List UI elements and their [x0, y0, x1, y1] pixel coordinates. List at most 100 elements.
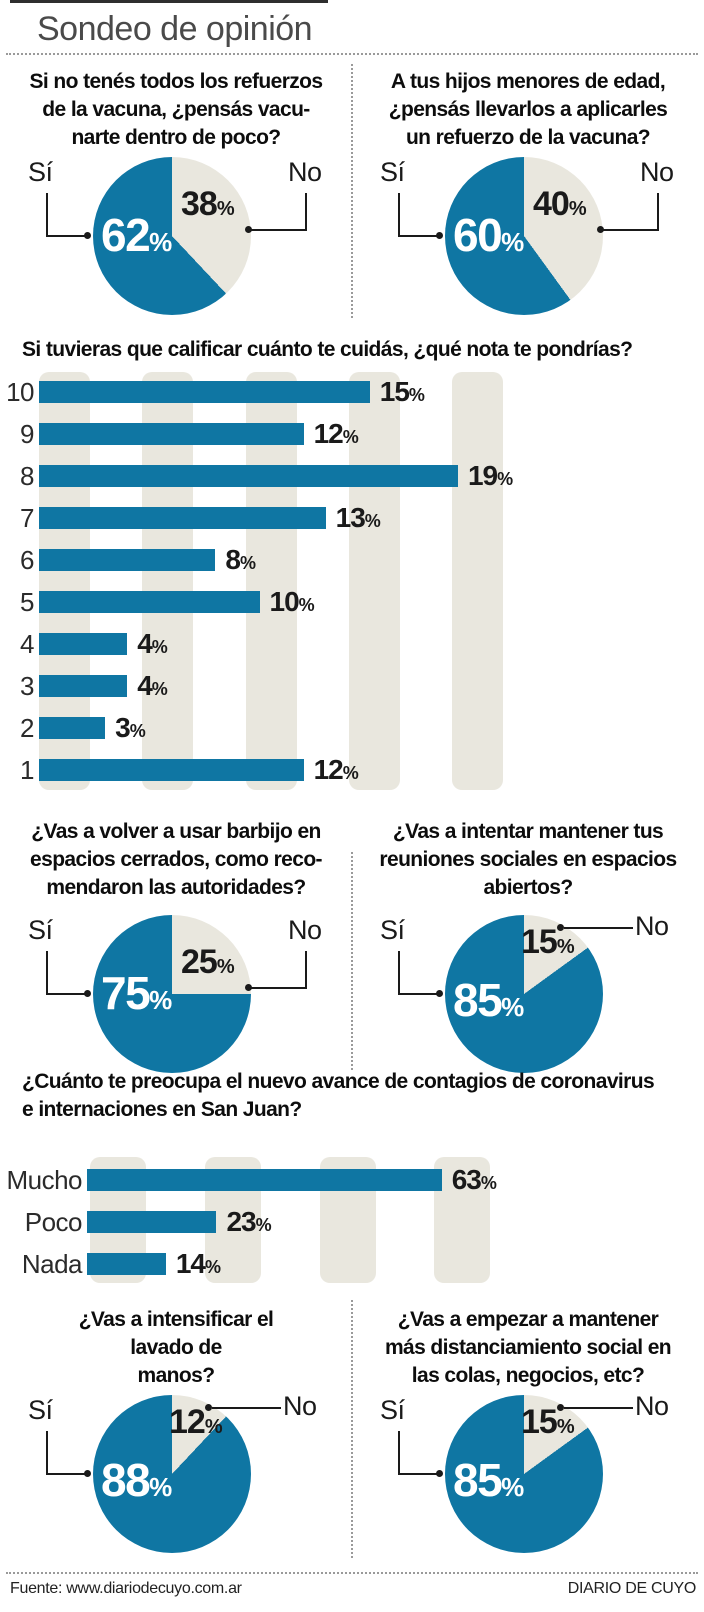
pie-chart: 88% 12% — [93, 1395, 251, 1553]
bar — [87, 1211, 217, 1233]
bar-row: 9 12% — [0, 416, 359, 452]
pie-chart: 85% 15% — [445, 915, 603, 1073]
category-label: 8 — [20, 460, 34, 491]
bar — [39, 759, 304, 781]
yes-leader-line — [46, 235, 86, 237]
bar — [87, 1169, 442, 1191]
category-label: 1 — [20, 754, 34, 785]
pie-row-1: Si no tenés todos los refuerzos de la va… — [0, 64, 704, 330]
bar — [39, 549, 216, 571]
yes-leader-line — [398, 235, 438, 237]
yes-label: Sí — [28, 915, 53, 945]
yes-label: Sí — [380, 1395, 405, 1425]
no-leader-dot — [245, 226, 252, 233]
question: ¿Vas a empezar a mantener más distanciam… — [384, 1308, 672, 1387]
pie-panel-refuerzos-vacuna: Si no tenés todos los refuerzos de la va… — [0, 64, 352, 330]
category-label: Mucho — [6, 1164, 82, 1195]
pie-chart: 60% 40% — [445, 157, 603, 315]
bar-row: 10 15% — [0, 374, 425, 410]
yes-leader-line — [398, 1473, 438, 1475]
yes-value: 75% — [101, 967, 173, 1019]
bar-value: 8% — [225, 544, 256, 575]
bar-value: 19% — [467, 460, 514, 491]
bar-row: 1 12% — [0, 752, 359, 788]
bar — [39, 423, 304, 445]
no-value: 15% — [521, 923, 575, 961]
bar-row: 5 10% — [0, 584, 315, 620]
yes-label: Sí — [380, 915, 405, 945]
category-label: 5 — [20, 586, 34, 617]
yes-label: Sí — [28, 1395, 53, 1425]
pie — [93, 157, 251, 315]
no-leader-line — [564, 927, 633, 929]
bar — [87, 1253, 166, 1275]
no-leader-line — [248, 987, 307, 989]
yes-leader-dot — [436, 990, 443, 997]
bar-row: Nada 14% — [0, 1246, 221, 1282]
category-label: Nada — [21, 1248, 83, 1279]
no-leader-dot — [597, 226, 604, 233]
pie-chart: 62% 38% — [93, 157, 251, 315]
yes-value: 88% — [101, 1454, 173, 1506]
no-leader-dot — [205, 1404, 212, 1411]
bar-row: 3 4% — [0, 668, 168, 704]
yes-leader-line — [46, 1431, 48, 1473]
yes-leader-dot — [84, 990, 91, 997]
background-stripe — [434, 1157, 490, 1283]
pie-chart: 85% 15% — [445, 1395, 603, 1553]
pie-row-3: ¿Vas a intensificar el lavado de manos? … — [0, 1298, 704, 1565]
bar-value: 15% — [379, 376, 425, 407]
yes-value: 85% — [453, 1454, 525, 1506]
yes-leader-line — [46, 193, 48, 235]
bar-row: 6 8% — [0, 542, 256, 578]
no-label: No — [640, 157, 674, 187]
bar-value: 10% — [269, 586, 315, 617]
no-label: No — [635, 911, 669, 941]
bar-value: 3% — [115, 712, 146, 743]
bar-value: 14% — [175, 1248, 221, 1279]
category-label: 4 — [20, 628, 34, 659]
bar-value: 4% — [137, 628, 168, 659]
pie — [445, 1395, 603, 1553]
pie — [93, 1395, 251, 1553]
no-leader-line — [305, 193, 307, 229]
category-label: 6 — [20, 544, 34, 575]
bar-value: 4% — [137, 670, 168, 701]
no-label: No — [635, 1391, 669, 1421]
page-title: Sondeo de opinión — [37, 10, 313, 48]
bar-row: Mucho 63% — [0, 1162, 496, 1198]
yes-leader-line — [398, 951, 400, 993]
no-leader-line — [564, 1407, 633, 1409]
bar-value: 13% — [335, 502, 381, 533]
no-leader-line — [600, 229, 659, 231]
column-divider — [351, 852, 353, 1070]
source-credit: Fuente: www.diariodecuyo.com.ar — [10, 1580, 242, 1597]
bar — [39, 633, 128, 655]
question: ¿Vas a volver a usar barbijo en espacios… — [30, 820, 323, 899]
pie — [445, 915, 603, 1073]
footer-divider — [6, 1572, 698, 1574]
yes-leader-line — [398, 1431, 400, 1473]
no-label: No — [283, 1391, 317, 1421]
no-value: 38% — [181, 185, 235, 223]
publisher-credit: DIARIO DE CUYO — [567, 1580, 697, 1597]
no-leader-line — [657, 193, 659, 229]
yes-leader-line — [46, 993, 86, 995]
bar-row: 7 13% — [0, 500, 381, 536]
bar — [39, 465, 458, 487]
yes-value: 62% — [101, 209, 173, 261]
yes-label: Sí — [380, 157, 405, 187]
category-label: 9 — [20, 418, 34, 449]
category-label: 7 — [20, 502, 34, 533]
pie-panel-barbijo: ¿Vas a volver a usar barbijo en espacios… — [0, 812, 352, 1075]
bar-row: 8 19% — [0, 458, 513, 494]
yes-leader-line — [46, 951, 48, 993]
no-leader-dot — [557, 924, 564, 931]
bar-row: Poco 23% — [0, 1204, 272, 1240]
column-divider — [351, 64, 353, 318]
background-stripe — [349, 372, 400, 790]
bar — [39, 717, 106, 739]
bar-chart-title: ¿Cuánto te preocupa el nuevo avance de c… — [22, 1070, 655, 1121]
question: ¿Vas a intentar mantener tus reuniones s… — [379, 820, 677, 899]
